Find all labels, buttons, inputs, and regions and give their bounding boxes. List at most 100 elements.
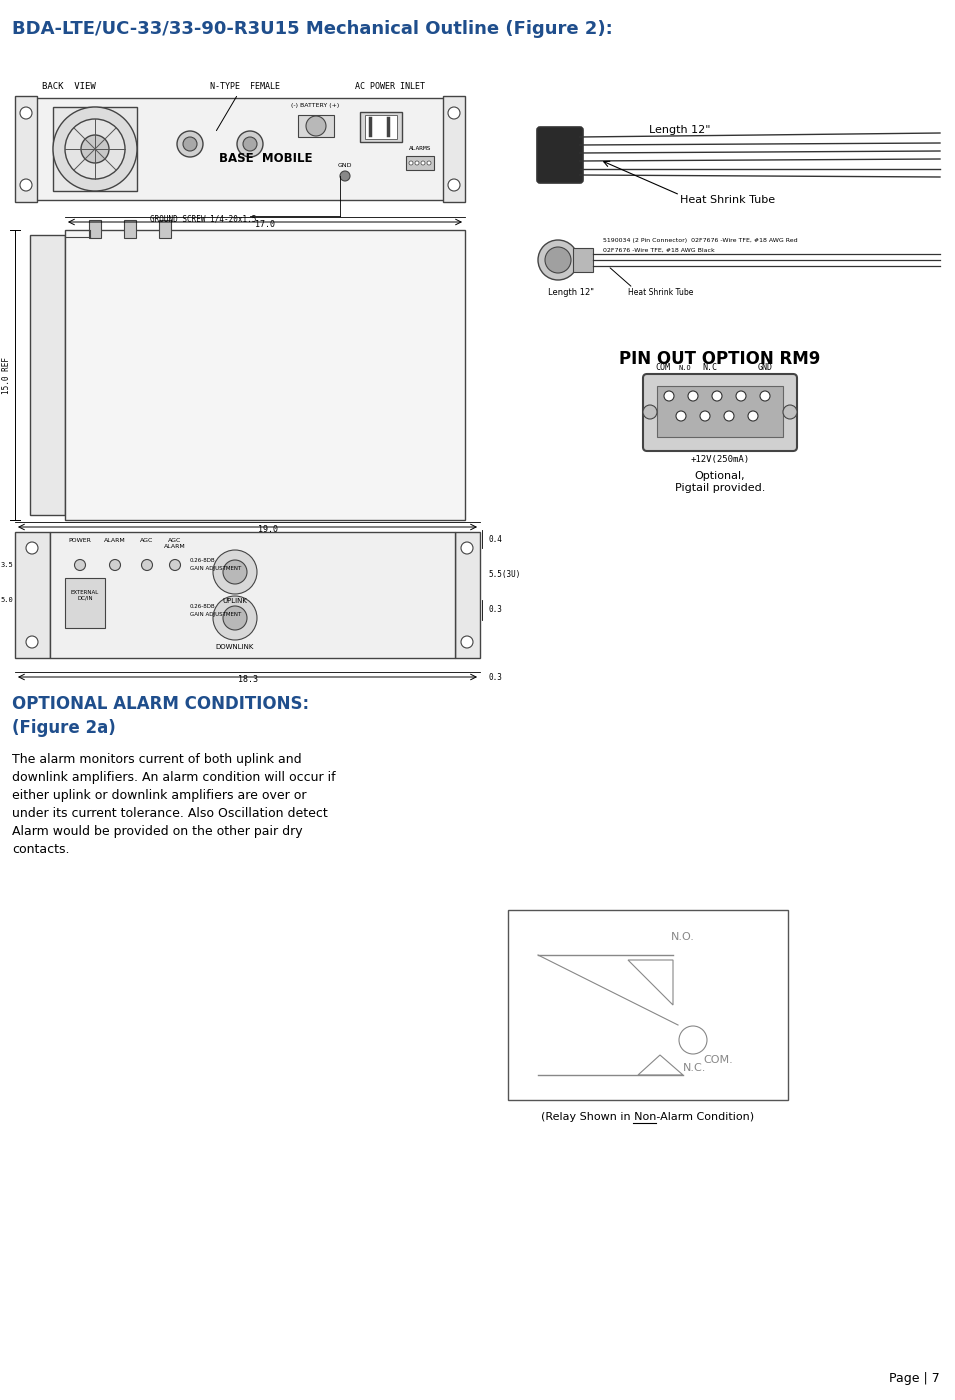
Text: ALARMS: ALARMS	[409, 146, 432, 151]
Text: +12V(250mA): +12V(250mA)	[690, 455, 750, 463]
Text: 0.26-8DB: 0.26-8DB	[190, 603, 216, 609]
Circle shape	[748, 412, 758, 421]
Circle shape	[306, 116, 326, 136]
Circle shape	[53, 106, 137, 190]
Circle shape	[461, 542, 473, 554]
Bar	[406, 155, 434, 169]
Bar	[508, 910, 788, 1100]
Circle shape	[448, 106, 460, 119]
Bar	[53, 106, 137, 190]
Text: GAIN ADJUSTMENT: GAIN ADJUSTMENT	[190, 566, 242, 571]
Circle shape	[415, 161, 419, 165]
Text: COM: COM	[655, 363, 670, 372]
Text: 0.26-8DB: 0.26-8DB	[190, 559, 216, 563]
Text: 19.0: 19.0	[258, 525, 278, 533]
Text: 3.5: 3.5	[1, 561, 13, 568]
Circle shape	[427, 161, 431, 165]
Text: POWER: POWER	[69, 538, 92, 543]
Circle shape	[700, 412, 710, 421]
Circle shape	[538, 239, 578, 280]
Circle shape	[81, 134, 109, 162]
Circle shape	[643, 405, 657, 419]
Bar	[15, 97, 37, 202]
Text: COM.: COM.	[703, 1056, 732, 1065]
Text: BDA-LTE/UC-33/33-90-R3U15 Mechanical Outline (Figure 2):: BDA-LTE/UC-33/33-90-R3U15 Mechanical Out…	[12, 20, 613, 38]
Bar	[298, 115, 334, 137]
Text: 5.0: 5.0	[1, 596, 13, 603]
Text: contacts.: contacts.	[12, 843, 70, 855]
Bar	[15, 532, 50, 658]
Text: N.O: N.O	[679, 365, 691, 371]
FancyBboxPatch shape	[643, 374, 797, 451]
Circle shape	[74, 560, 86, 571]
Circle shape	[20, 179, 32, 190]
Bar	[65, 578, 105, 629]
Circle shape	[340, 171, 350, 181]
Text: 5190034 (2 Pin Connector)  02F7676 -Wire TFE, #18 AWG Red: 5190034 (2 Pin Connector) 02F7676 -Wire …	[603, 238, 797, 244]
Circle shape	[461, 636, 473, 648]
Circle shape	[448, 179, 460, 190]
Bar	[360, 112, 402, 141]
Circle shape	[243, 137, 257, 151]
Text: GND: GND	[338, 162, 352, 168]
Text: N-TYPE  FEMALE: N-TYPE FEMALE	[210, 83, 280, 91]
Text: BASE  MOBILE: BASE MOBILE	[220, 153, 312, 165]
Circle shape	[679, 1026, 707, 1054]
Circle shape	[169, 560, 180, 571]
Text: Length 12": Length 12"	[548, 288, 594, 297]
Text: Alarm would be provided on the other pair dry: Alarm would be provided on the other pai…	[12, 825, 303, 839]
Text: Page | 7: Page | 7	[889, 1372, 940, 1385]
Text: N.O.: N.O.	[671, 932, 695, 942]
Bar	[657, 386, 783, 437]
Text: under its current tolerance. Also Oscillation detect: under its current tolerance. Also Oscill…	[12, 806, 328, 820]
Text: GROUND SCREW 1/4-20x1.5: GROUND SCREW 1/4-20x1.5	[150, 214, 256, 223]
Circle shape	[545, 246, 571, 273]
Circle shape	[223, 606, 247, 630]
Text: 17.0: 17.0	[255, 220, 275, 230]
Circle shape	[688, 391, 698, 400]
Circle shape	[213, 550, 257, 594]
Text: ALARM: ALARM	[104, 538, 126, 543]
Circle shape	[736, 391, 746, 400]
FancyBboxPatch shape	[537, 127, 583, 183]
Text: DOWNLINK: DOWNLINK	[216, 644, 254, 650]
Text: The alarm monitors current of both uplink and: The alarm monitors current of both uplin…	[12, 753, 302, 766]
Text: 0.4: 0.4	[488, 535, 502, 545]
Circle shape	[110, 560, 120, 571]
Circle shape	[664, 391, 674, 400]
Text: either uplink or downlink amplifiers are over or: either uplink or downlink amplifiers are…	[12, 790, 307, 802]
Text: (Relay Shown in Non-Alarm Condition): (Relay Shown in Non-Alarm Condition)	[541, 1112, 754, 1121]
Text: Heat Shrink Tube: Heat Shrink Tube	[628, 288, 693, 297]
Text: Optional,: Optional,	[694, 470, 745, 482]
Text: (-) BATTERY (+): (-) BATTERY (+)	[291, 104, 339, 108]
Text: Pigtail provided.: Pigtail provided.	[675, 483, 765, 493]
Circle shape	[20, 106, 32, 119]
Circle shape	[183, 137, 197, 151]
Bar	[159, 220, 171, 238]
Text: downlink amplifiers. An alarm condition will occur if: downlink amplifiers. An alarm condition …	[12, 771, 335, 784]
Bar	[35, 98, 445, 200]
Bar	[124, 220, 136, 238]
Text: BACK  VIEW: BACK VIEW	[42, 83, 96, 91]
Bar	[573, 248, 593, 272]
Circle shape	[421, 161, 425, 165]
Bar	[65, 230, 465, 519]
Text: Length 12": Length 12"	[649, 125, 711, 134]
Text: 18.3: 18.3	[238, 675, 258, 685]
Circle shape	[26, 636, 38, 648]
Text: GND: GND	[757, 363, 773, 372]
Circle shape	[712, 391, 722, 400]
Circle shape	[213, 596, 257, 640]
Text: EXTERNAL
DC/IN: EXTERNAL DC/IN	[71, 589, 99, 601]
Circle shape	[724, 412, 734, 421]
Circle shape	[223, 560, 247, 584]
Text: AGC: AGC	[140, 538, 154, 543]
Bar	[443, 97, 465, 202]
Circle shape	[65, 119, 125, 179]
Text: 15.0 REF: 15.0 REF	[2, 357, 11, 393]
Bar	[89, 220, 101, 238]
Text: AGC
ALARM: AGC ALARM	[164, 538, 186, 549]
Circle shape	[760, 391, 770, 400]
Circle shape	[141, 560, 153, 571]
Text: GAIN ADJUSTMENT: GAIN ADJUSTMENT	[190, 612, 242, 617]
